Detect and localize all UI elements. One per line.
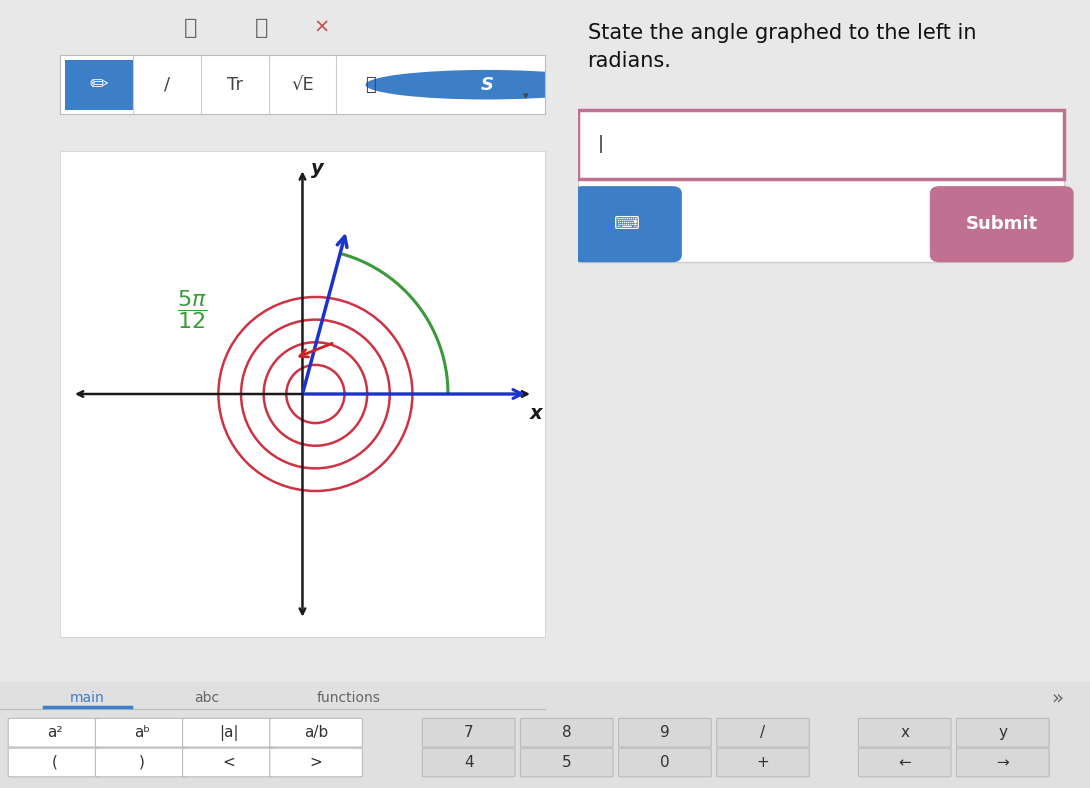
Text: ⌨: ⌨	[615, 215, 640, 233]
FancyBboxPatch shape	[957, 719, 1049, 747]
FancyBboxPatch shape	[930, 186, 1074, 262]
Text: ×: ×	[313, 18, 330, 37]
Text: →: →	[996, 755, 1009, 770]
Text: $\dfrac{5\pi}{12}$: $\dfrac{5\pi}{12}$	[178, 288, 208, 332]
FancyBboxPatch shape	[270, 719, 362, 747]
FancyBboxPatch shape	[9, 719, 101, 747]
Text: x: x	[900, 725, 909, 740]
Text: 0: 0	[661, 755, 669, 770]
FancyBboxPatch shape	[619, 719, 712, 747]
Circle shape	[365, 70, 608, 99]
FancyBboxPatch shape	[64, 60, 133, 110]
FancyBboxPatch shape	[521, 719, 613, 747]
Text: 8: 8	[562, 725, 571, 740]
FancyBboxPatch shape	[96, 748, 189, 777]
Text: a/b: a/b	[304, 725, 328, 740]
Text: /: /	[164, 76, 170, 94]
FancyBboxPatch shape	[183, 719, 276, 747]
Text: ⌢: ⌢	[184, 17, 197, 38]
Text: 7: 7	[464, 725, 473, 740]
FancyBboxPatch shape	[270, 748, 362, 777]
FancyBboxPatch shape	[578, 110, 1064, 262]
FancyBboxPatch shape	[572, 186, 682, 262]
Text: 4: 4	[464, 755, 473, 770]
Text: y: y	[998, 725, 1007, 740]
Text: √E: √E	[291, 76, 314, 94]
FancyBboxPatch shape	[717, 719, 809, 747]
Text: 9: 9	[661, 725, 669, 740]
Text: Tr: Tr	[227, 76, 243, 94]
Text: +: +	[756, 755, 770, 770]
FancyBboxPatch shape	[423, 719, 516, 747]
FancyBboxPatch shape	[859, 719, 950, 747]
FancyBboxPatch shape	[9, 748, 101, 777]
Text: ✋: ✋	[365, 76, 376, 94]
Text: |a|: |a|	[219, 725, 239, 741]
Text: main: main	[70, 690, 105, 704]
FancyBboxPatch shape	[96, 719, 189, 747]
FancyBboxPatch shape	[717, 748, 809, 777]
Text: functions: functions	[317, 690, 380, 704]
Text: abc: abc	[194, 690, 220, 704]
FancyBboxPatch shape	[957, 748, 1049, 777]
Text: Submit: Submit	[966, 215, 1038, 233]
Text: »: »	[1051, 688, 1064, 707]
Text: S: S	[481, 76, 494, 94]
FancyBboxPatch shape	[859, 748, 950, 777]
Text: <: <	[222, 755, 235, 770]
Text: ▾: ▾	[523, 91, 529, 102]
Text: y: y	[311, 159, 324, 178]
Text: ): )	[138, 755, 145, 770]
FancyBboxPatch shape	[619, 748, 712, 777]
Text: a²: a²	[47, 725, 62, 740]
FancyBboxPatch shape	[183, 748, 276, 777]
Text: ←: ←	[898, 755, 911, 770]
Text: ✏: ✏	[89, 75, 108, 95]
Text: (: (	[51, 755, 58, 770]
Text: 5: 5	[562, 755, 571, 770]
Text: >: >	[310, 755, 323, 770]
Text: State the angle graphed to the left in
radians.: State the angle graphed to the left in r…	[588, 23, 977, 71]
Text: /: /	[761, 725, 765, 740]
FancyBboxPatch shape	[578, 110, 1064, 179]
Text: |: |	[597, 136, 604, 154]
Text: aᵇ: aᵇ	[134, 725, 149, 740]
Text: x: x	[530, 404, 543, 423]
FancyBboxPatch shape	[521, 748, 613, 777]
FancyBboxPatch shape	[423, 748, 516, 777]
Text: ⌢: ⌢	[255, 17, 268, 38]
